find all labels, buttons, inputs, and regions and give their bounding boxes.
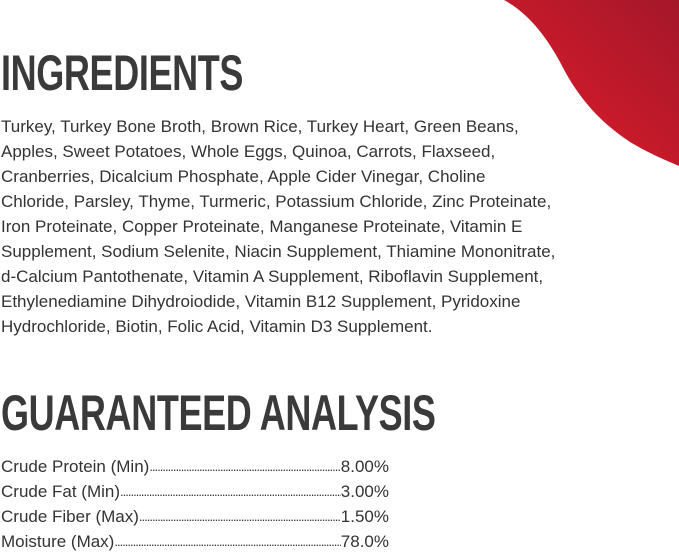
analysis-label: Crude Fat (Min) [1,482,121,501]
dot-leader: ........................................… [149,459,340,474]
ingredients-line: Cranberries, Dicalcium Phosphate, Apple … [1,167,486,186]
ingredients-line: Apples, Sweet Potatoes, Whole Eggs, Quin… [1,142,496,161]
analysis-value: 8.00% [340,457,389,476]
ingredients-heading: INGREDIENTS [1,45,244,101]
analysis-row: Moisture (Max)..........................… [1,529,389,554]
dot-leader: ........................................… [120,484,341,499]
ingredients-line: Supplement, Sodium Selenite, Niacin Supp… [1,242,556,261]
analysis-label: Crude Fiber (Max) [1,507,139,526]
ingredients-list: Turkey, Turkey Bone Broth, Brown Rice, T… [1,114,555,339]
guaranteed-analysis-table: Crude Protein (Min).....................… [1,454,389,554]
analysis-value: 78.0% [340,532,389,551]
dot-leader: ........................................… [138,509,341,524]
analysis-value: 3.00% [340,482,389,501]
ingredients-line: Chloride, Parsley, Thyme, Turmeric, Pota… [1,192,552,211]
dot-leader: ........................................… [114,534,340,549]
analysis-row: Crude Fat (Min).........................… [1,479,389,504]
ingredients-line: Ethylenediamine Dihydroiodide, Vitamin B… [1,292,521,311]
ingredients-line: Iron Proteinate, Copper Proteinate, Mang… [1,217,523,236]
ingredients-line: Hydrochloride, Biotin, Folic Acid, Vitam… [1,317,433,336]
analysis-value: 1.50% [340,507,389,526]
ingredients-line: d-Calcium Pantothenate, Vitamin A Supple… [1,267,544,286]
analysis-label: Moisture (Max) [1,532,115,551]
analysis-row: Crude Fiber (Max).......................… [1,504,389,529]
analysis-label: Crude Protein (Min) [1,457,150,476]
analysis-row: Crude Protein (Min).....................… [1,454,389,479]
guaranteed-analysis-heading: GUARANTEED ANALYSIS [1,385,436,441]
ingredients-line: Turkey, Turkey Bone Broth, Brown Rice, T… [1,117,519,136]
